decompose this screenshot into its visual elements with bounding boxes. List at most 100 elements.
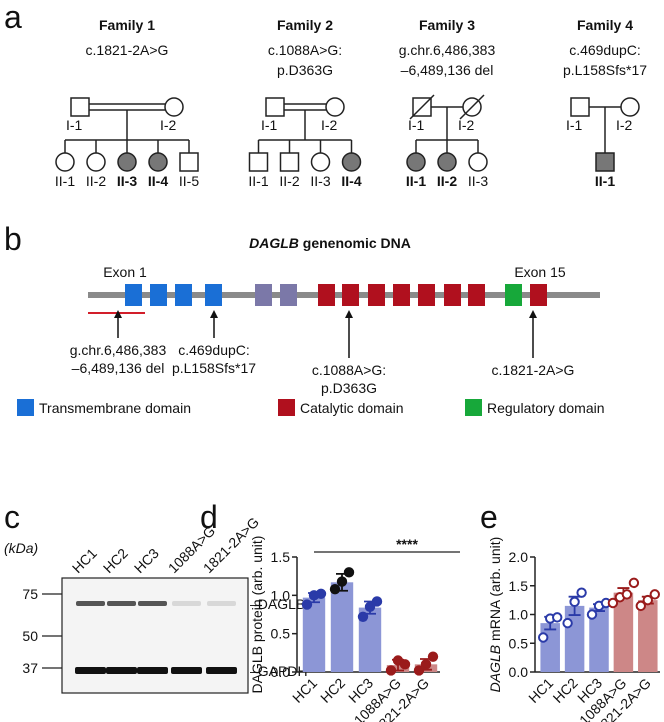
data-point	[552, 612, 563, 623]
band	[138, 601, 167, 606]
variant-label: p.L158Sfs*17	[563, 62, 647, 78]
data-point	[371, 596, 383, 607]
panel-letter: d	[200, 499, 218, 535]
child-symbol	[248, 152, 269, 172]
exon	[125, 284, 142, 306]
child-symbol	[179, 152, 199, 172]
arrow-head	[529, 310, 537, 318]
exon	[318, 284, 335, 306]
family-title: Family 2	[277, 17, 333, 33]
band	[107, 601, 136, 606]
gene-title: DAGLB genenomic DNA	[249, 235, 411, 251]
y-tick-label: 1.0	[271, 587, 291, 603]
exon	[468, 284, 485, 306]
panel-letter: c	[4, 499, 20, 535]
lane-label: HC2	[100, 545, 131, 576]
panel-letter: a	[4, 0, 22, 35]
child-symbol	[468, 152, 488, 172]
exon	[530, 284, 547, 306]
child-symbol	[117, 152, 137, 172]
data-point	[649, 589, 660, 600]
deceased-slash	[459, 94, 485, 120]
variant-label: p.D363G	[277, 62, 333, 78]
bar	[330, 582, 354, 672]
variant-label: –6,489,136 del	[72, 360, 165, 376]
variant-label: p.D363G	[321, 380, 377, 396]
child-symbol	[406, 152, 426, 172]
band	[172, 601, 201, 606]
data-point	[364, 601, 376, 613]
gene-title-rest: genenomic DNA	[299, 235, 411, 251]
exon	[393, 284, 410, 306]
legend-swatch	[465, 399, 482, 416]
member-label: I-1	[566, 117, 583, 133]
member-label: II-1	[595, 173, 615, 189]
member-label: I-2	[321, 117, 338, 133]
family-title: Family 3	[419, 17, 475, 33]
parent-symbol	[325, 97, 345, 117]
member-label: I-1	[408, 117, 425, 133]
exon	[150, 284, 167, 306]
y-tick-label: 1.5	[509, 578, 529, 594]
exon	[418, 284, 435, 306]
lane-label: HC3	[131, 545, 162, 576]
member-label: II-3	[468, 173, 488, 189]
unit-label: (kDa)	[4, 540, 38, 556]
deceased-slash	[409, 94, 435, 120]
x-tick-label: HC2	[550, 675, 581, 706]
variant-label: g.chr.6,486,383	[70, 342, 167, 358]
member-label: II-4	[148, 173, 168, 189]
y-axis-label: DAGLB protein (arb. unit)	[249, 536, 265, 694]
significance-label: ****	[396, 536, 418, 552]
parent-symbol	[620, 97, 640, 117]
child-symbol	[595, 152, 615, 172]
variant-label: c.469dupC:	[569, 42, 641, 58]
member-label: II-3	[117, 173, 137, 189]
member-label: II-2	[86, 173, 106, 189]
bar	[302, 597, 326, 672]
y-axis-text: mRNA (arb. unit)	[487, 537, 503, 645]
exon	[205, 284, 222, 306]
child-symbol	[341, 152, 362, 172]
member-label: I-2	[458, 117, 475, 133]
data-point	[399, 659, 411, 670]
data-point	[628, 577, 640, 589]
y-tick-label: 1.0	[509, 607, 529, 623]
bar	[358, 607, 382, 672]
y-tick-label: 1.5	[271, 549, 291, 565]
band	[207, 601, 236, 606]
arrow-head	[114, 310, 122, 318]
arrow-head	[210, 310, 218, 318]
child-symbol	[86, 152, 106, 172]
marker-label: 75	[22, 586, 38, 602]
marker-label: 37	[22, 660, 38, 676]
member-label: I-1	[66, 117, 83, 133]
bar	[589, 607, 609, 672]
data-point	[336, 576, 348, 587]
lane-label: HC1	[69, 545, 100, 576]
member-label: II-1	[55, 173, 75, 189]
data-point	[621, 589, 633, 600]
data-point	[607, 597, 619, 609]
arrow-head	[345, 310, 353, 318]
parent-symbol	[570, 97, 590, 117]
band-label: –GAPDH	[250, 663, 308, 679]
exon	[444, 284, 461, 306]
data-point	[315, 588, 327, 599]
child-symbol	[55, 152, 75, 172]
exon	[368, 284, 385, 306]
member-label: II-3	[310, 173, 330, 189]
child-symbol	[437, 152, 457, 172]
exon	[175, 284, 192, 306]
panel-letter: b	[4, 221, 22, 257]
x-tick-label: HC1	[525, 675, 556, 706]
data-point	[413, 665, 425, 676]
band	[171, 667, 202, 674]
band-label: –DAGLB	[250, 596, 305, 612]
variant-label: c.1821-2A>G	[86, 42, 169, 58]
variant-label: g.chr.6,486,383	[399, 42, 496, 58]
legend-label: Catalytic domain	[300, 400, 404, 416]
data-point	[420, 659, 432, 670]
band	[137, 667, 168, 674]
data-point	[562, 617, 573, 629]
